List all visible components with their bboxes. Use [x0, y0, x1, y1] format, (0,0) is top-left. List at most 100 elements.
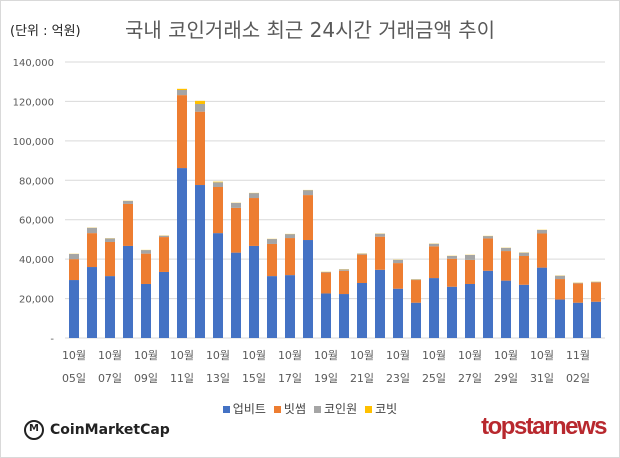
coinmarketcap-icon: M	[24, 420, 44, 440]
x-tick-label-day: 21일	[350, 371, 374, 385]
x-tick-label-day: 17일	[278, 371, 302, 385]
bar-segment	[87, 267, 97, 338]
bar-segment	[213, 181, 223, 183]
bar-segment	[501, 247, 511, 252]
bar-segment	[123, 245, 133, 338]
bar-segment	[573, 302, 583, 338]
bar-segment	[285, 275, 295, 338]
x-tick-label-month: 10월	[134, 349, 158, 362]
x-tick-label-day: 11일	[170, 371, 194, 385]
legend-swatch	[365, 406, 373, 413]
bar-segment	[591, 282, 601, 302]
bar-segment	[159, 235, 169, 238]
bar-segment	[591, 281, 601, 283]
bar-segment	[285, 238, 295, 276]
bar-segment	[537, 229, 547, 234]
bar-segment	[267, 239, 277, 244]
bar-segment	[555, 299, 565, 338]
bar-segment	[429, 246, 439, 279]
bar-segment	[177, 95, 187, 169]
y-tick-label: 100,000	[13, 137, 54, 148]
x-tick-label-month: 10월	[242, 349, 266, 362]
bar-segment	[447, 286, 457, 338]
x-tick-label-month: 10월	[494, 349, 518, 362]
x-tick-label-day: 31일	[530, 371, 554, 385]
coinmarketcap-logo: M CoinMarketCap	[24, 420, 170, 440]
bar-segment	[393, 259, 403, 264]
bar-segment	[483, 270, 493, 338]
y-tick-label: 120,000	[13, 97, 54, 108]
x-tick-label-day: 19일	[314, 371, 338, 385]
x-tick-label-day: 02일	[566, 371, 590, 385]
bar-segment	[159, 271, 169, 338]
bar-segment	[213, 182, 223, 187]
y-tick-label: 80,000	[19, 176, 54, 187]
y-tick-label: 60,000	[19, 216, 54, 227]
bar-segment	[465, 255, 475, 260]
bar-segment	[573, 282, 583, 284]
bar-segment	[249, 198, 259, 246]
bar-segment	[87, 233, 97, 268]
legend-label: 코빗	[375, 402, 398, 416]
legend-item: 업비트	[222, 402, 266, 416]
bar-segment	[339, 294, 349, 338]
bar-segment	[105, 238, 115, 242]
x-tick-label-month: 10월	[98, 349, 122, 362]
bar-segment	[303, 240, 313, 338]
bar-segment	[537, 267, 547, 338]
x-tick-label-month: 10월	[350, 349, 374, 362]
bar-segment	[411, 302, 421, 338]
x-tick-label-month: 10월	[170, 349, 194, 362]
x-tick-label-day: 09일	[134, 371, 158, 385]
bar-segment	[411, 280, 421, 303]
legend: 업비트 빗썸 코인원 코빗	[0, 400, 620, 417]
bar-segment	[393, 288, 403, 338]
x-tick-label-day: 07일	[98, 371, 122, 385]
bar-segment	[123, 203, 133, 246]
legend-label: 코인원	[324, 402, 358, 416]
bar-segment	[429, 243, 439, 247]
bar-segment	[501, 251, 511, 281]
bar-segment	[69, 280, 79, 338]
bar-segment	[321, 293, 331, 338]
bar-segment	[483, 236, 493, 239]
bar-segment	[303, 190, 313, 196]
legend-item: 빗썸	[273, 402, 306, 416]
bar-segment	[159, 237, 169, 272]
bar-segment	[321, 271, 331, 273]
bar-segment	[141, 283, 151, 338]
bar-segment	[177, 168, 187, 338]
bar-segment	[141, 250, 151, 254]
bar-segment	[195, 111, 205, 186]
x-tick-label-month: 10월	[278, 349, 302, 362]
bar-segment	[447, 255, 457, 259]
bar-segment	[447, 258, 457, 287]
bar-segment	[213, 186, 223, 234]
bar-segment	[519, 252, 529, 256]
bar-segment	[177, 89, 187, 96]
bar-segment	[231, 207, 241, 253]
bar-segment	[231, 252, 241, 338]
bar-segment	[303, 195, 313, 241]
y-tick-label: 140,000	[13, 58, 54, 69]
bar-segment	[519, 284, 529, 338]
bar-segment	[69, 259, 79, 281]
legend-swatch	[222, 406, 230, 413]
coinmarketcap-text: CoinMarketCap	[50, 422, 170, 438]
bar-segment	[411, 279, 421, 281]
bar-segment	[177, 88, 187, 90]
legend-swatch	[273, 406, 281, 413]
x-tick-label-day: 13일	[206, 371, 230, 385]
bar-segment	[285, 234, 295, 239]
bar-segment	[465, 259, 475, 284]
bar-segment	[195, 100, 205, 104]
x-tick-label-month: 10월	[62, 349, 86, 362]
x-tick-label-day: 27일	[458, 371, 482, 385]
x-tick-label-month: 11월	[566, 349, 590, 362]
bar-segment	[501, 280, 511, 338]
x-tick-label-day: 05일	[62, 371, 86, 385]
bar-segment	[321, 272, 331, 294]
legend-label: 빗썸	[283, 402, 306, 416]
bar-segment	[357, 282, 367, 338]
bar-segment	[105, 276, 115, 338]
